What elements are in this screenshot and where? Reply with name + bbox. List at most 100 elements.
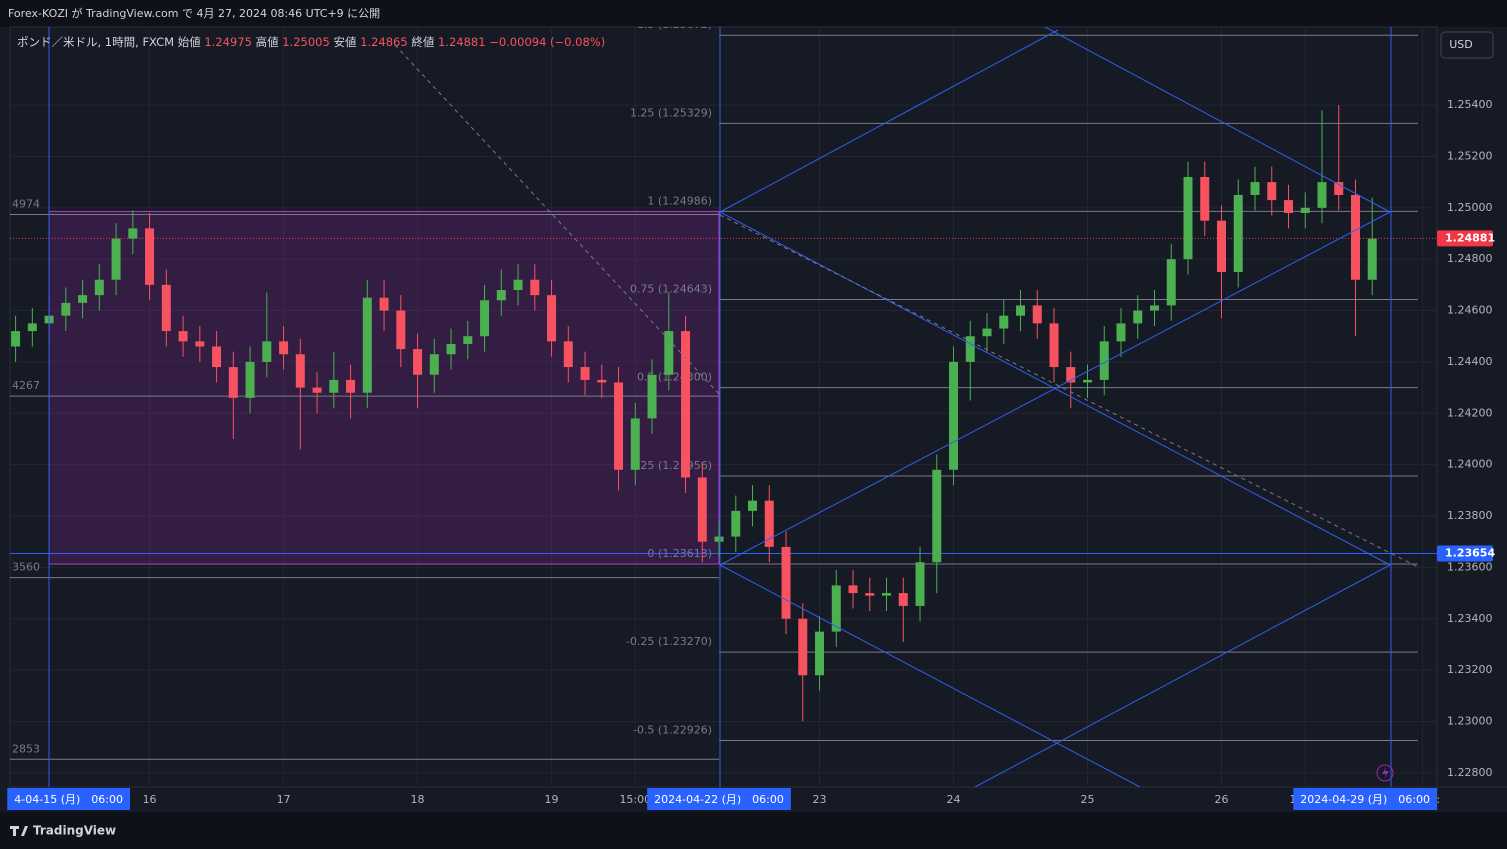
candle-body <box>513 279 523 291</box>
candle-body <box>279 341 289 355</box>
alert-icon[interactable] <box>1376 764 1394 782</box>
dashed-projection <box>394 44 1419 568</box>
x-marker-badge <box>1293 788 1437 810</box>
legend: ポンド／米ドル, 1時間, FXCM 始値 1.24975 高値 1.25005… <box>17 35 605 49</box>
y-tick-label: 1.24000 <box>1447 458 1493 471</box>
candle-body <box>413 349 423 375</box>
candle-body <box>228 367 238 398</box>
candle-body <box>1367 238 1377 280</box>
candle-body <box>781 546 791 619</box>
y-tick-label: 1.23000 <box>1447 715 1493 728</box>
candle-body <box>1150 305 1160 311</box>
candle-body <box>145 228 155 285</box>
candle-body <box>329 379 339 393</box>
candle-body <box>932 469 942 563</box>
candle-body <box>731 510 741 537</box>
candle-body <box>1016 305 1026 316</box>
candle-body <box>446 343 456 355</box>
candle-body <box>714 536 724 542</box>
y-tick-label: 1.24400 <box>1447 355 1493 368</box>
price-badge-label: 1.23654 <box>1445 547 1495 560</box>
currency-button[interactable] <box>1440 31 1494 59</box>
x-tick-label: 19 <box>545 793 559 806</box>
fib-label: 2853 <box>12 742 40 755</box>
candle-body <box>882 593 892 596</box>
candle-body <box>949 361 959 470</box>
candle-body <box>1317 182 1327 208</box>
legend-item-value: 1.24881 <box>438 35 486 49</box>
x-tick-label: 24 <box>947 793 961 806</box>
candle-body <box>128 228 138 239</box>
x-tick-label: 18 <box>411 793 425 806</box>
candle-body <box>1032 305 1042 324</box>
fib-label: 3560 <box>12 561 40 574</box>
fib-label: 1.25 (1.25329) <box>630 106 712 119</box>
candle-body <box>999 315 1009 329</box>
fib-label: 1 (1.24986) <box>647 194 712 207</box>
brand: TradingView <box>33 824 116 838</box>
candle-body <box>1267 182 1277 201</box>
alert-icon-bolt <box>1382 767 1389 779</box>
legend-symbol: ポンド／米ドル, 1時間, FXCM <box>17 35 174 49</box>
candle-body <box>563 341 573 368</box>
candle-body <box>295 354 305 388</box>
candle-body <box>78 295 88 303</box>
y-tick-label: 1.25000 <box>1447 201 1493 214</box>
legend-item-label: 安値 <box>333 35 356 49</box>
legend-item-value: 1.24865 <box>360 35 408 49</box>
y-tick-label: 1.24600 <box>1447 304 1493 317</box>
candle-body <box>982 328 992 337</box>
candle-body <box>580 367 590 380</box>
x-marker-badge <box>7 788 130 810</box>
candle-body <box>530 279 540 296</box>
candle-body <box>1049 323 1059 368</box>
candle-body <box>965 336 975 362</box>
candle-body <box>1200 176 1210 221</box>
trend-drawings <box>48 27 1392 787</box>
candle-body <box>1216 220 1226 273</box>
candle-body <box>1133 310 1143 324</box>
y-tick-label: 1.25400 <box>1447 98 1493 111</box>
candle-body <box>1099 341 1109 380</box>
candle-body <box>379 297 389 311</box>
price-badge <box>1437 230 1493 247</box>
candle-body <box>848 585 858 594</box>
candle-body <box>496 290 506 301</box>
brand-logo <box>10 826 28 836</box>
candle-body <box>697 477 707 542</box>
candle-body <box>664 331 674 375</box>
candle-body <box>865 593 875 596</box>
x-tick-label: 16 <box>143 793 157 806</box>
fib-label: 1.5 (1.25672) <box>637 18 712 31</box>
price-badge <box>1437 545 1493 562</box>
legend-item-label: 終値 <box>411 35 434 49</box>
y-tick-label: 1.25200 <box>1447 149 1493 162</box>
price-badge-label: 1.24881 <box>1445 231 1495 244</box>
candle-body <box>647 374 657 419</box>
fib-label: -0.25 (1.23270) <box>626 635 712 648</box>
x-tick-label: 15:00 <box>619 793 651 806</box>
x-marker-label: 4-04-15 (月) 06:00 <box>14 793 123 806</box>
candle-body <box>764 500 774 547</box>
y-tick-label: 1.22800 <box>1447 766 1493 779</box>
candle-body <box>547 295 557 342</box>
candle-body <box>111 238 121 280</box>
y-tick-label: 1.23400 <box>1447 612 1493 625</box>
candle-body <box>831 585 841 632</box>
candle-body <box>798 618 808 676</box>
x-tick-label: 23 <box>813 793 827 806</box>
candle-body <box>178 331 188 342</box>
candle-body <box>312 387 322 393</box>
candle-body <box>1300 207 1310 213</box>
candle-body <box>915 562 925 606</box>
candle-body <box>1233 194 1243 273</box>
candle-body <box>262 341 272 362</box>
candle-body <box>463 336 473 344</box>
candle-body <box>1334 182 1344 195</box>
currency[interactable]: USD <box>1449 38 1473 51</box>
candle-body <box>1250 182 1260 195</box>
fib-label: 0.75 (1.24643) <box>630 283 712 296</box>
candle-body <box>94 279 104 296</box>
candle-body <box>346 379 356 393</box>
candle-body <box>1066 367 1076 383</box>
